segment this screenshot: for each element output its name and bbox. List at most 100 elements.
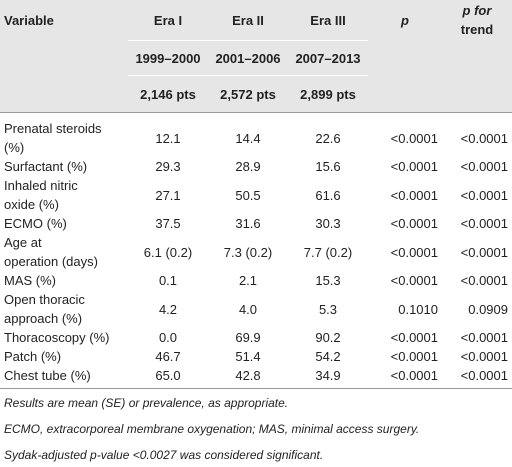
variable-line: Patch (%) (4, 349, 62, 364)
value-cell: 42.8 (208, 366, 288, 389)
table-row: MAS (%) 0.1 2.1 15.3 <0.0001 <0.0001 (0, 271, 512, 290)
variable-cell: Surfactant (%) (0, 157, 128, 176)
table-header: Variable Era I Era II Era III p p for tre… (0, 0, 512, 113)
p-value-cell: <0.0001 (368, 112, 442, 157)
value-cell: 12.1 (128, 112, 208, 157)
p-value-cell: 0.1010 (398, 301, 438, 317)
p-value-cell: <0.0001 (460, 330, 508, 345)
value-cell: 65.0 (128, 366, 208, 389)
table-row: Chest tube (%) 65.0 42.8 34.9 <0.0001 <0.0001 (0, 366, 512, 389)
p-value-cell: <0.0001 (460, 273, 508, 288)
header-cell: Era II (208, 0, 288, 41)
header-cell: 2,899 pts (288, 75, 368, 113)
value-cell: 37.5 (155, 216, 181, 231)
value-cell: 61.6 (315, 187, 341, 203)
p-value-cell: <0.0001 (460, 187, 508, 203)
value-cell: 7.3 (0.2) (223, 244, 273, 260)
variable-line: Surfactant (%) (4, 159, 88, 174)
header-cell: p (368, 0, 442, 41)
table-row: Patch (%) 46.7 51.4 54.2 <0.0001 <0.0001 (0, 347, 512, 366)
variable-cell: Prenatal steroids (%) (0, 112, 128, 157)
p-value-cell: <0.0001 (390, 187, 438, 203)
value-cell: 6.1 (0.2) (143, 244, 193, 260)
variable-cell: Chest tube (%) (0, 366, 128, 389)
value-cell: 4.0 (238, 301, 258, 317)
p-value-cell: <0.0001 (390, 216, 438, 231)
value-cell: 50.5 (235, 187, 261, 203)
value-cell: 29.3 (155, 159, 181, 174)
header-line: trend (460, 22, 494, 38)
header-line: p for (462, 3, 492, 19)
value-cell: 54.2 (315, 349, 341, 364)
variable-line: Thoracoscopy (%) (4, 330, 110, 345)
value-cell: 34.9 (288, 366, 368, 389)
variable-line: Open thoracic (4, 292, 85, 307)
value-cell: 27.1 (155, 187, 181, 203)
value-cell: 5.3 (318, 301, 338, 317)
table-body: Prenatal steroids (%) 12.1 14.4 22.6 <0.0001… (0, 112, 512, 389)
value-cell: 4.2 (158, 301, 178, 317)
table-row: Open thoracic approach (%) 4.2 4.0 5.3 0.1010… (0, 290, 512, 328)
value-cell: 15.3 (315, 273, 341, 288)
header-cell: p for trend (442, 0, 512, 41)
value-cell: 7.7 (0.2) (303, 244, 353, 260)
table-row: Prenatal steroids (%) 12.1 14.4 22.6 <0.0001… (0, 112, 512, 157)
variable-cell: Open thoracic approach (%) (0, 290, 128, 328)
footnote: Sydak-adjusted p-value <0.0027 was consi… (4, 448, 324, 462)
header-cell: 1999–2000 (128, 40, 208, 76)
p-value-cell: <0.0001 (390, 330, 438, 345)
variable-line: ECMO (%) (4, 216, 67, 231)
header-cell: 2,146 pts (128, 75, 208, 113)
variable-line: MAS (%) (4, 273, 56, 288)
header-cell: 2007–2013 (288, 40, 368, 76)
value-cell: 46.7 (155, 349, 181, 364)
p-value-cell: <0.0001 (390, 244, 438, 260)
value-cell: 0.1 (158, 273, 178, 288)
value-cell: 51.4 (235, 349, 261, 364)
table-row: Age at operation (days) 6.1 (0.2) 7.3 (0.2)… (0, 233, 512, 271)
variable-cell: MAS (%) (0, 271, 128, 290)
variable-cell: ECMO (%) (0, 214, 128, 233)
table-row: Thoracoscopy (%) 0.0 69.9 90.2 <0.0001 <0.000… (0, 328, 512, 347)
value-cell: 22.6 (288, 112, 368, 157)
variable-cell: Inhaled nitric oxide (%) (0, 176, 128, 214)
p-value-cell: <0.0001 (390, 159, 438, 174)
p-value-cell: <0.0001 (390, 273, 438, 288)
p-value-cell: <0.0001 (460, 216, 508, 231)
header-cell: 2001–2006 (208, 40, 288, 76)
variable-line: approach (%) (4, 311, 83, 326)
value-cell: 15.6 (315, 159, 341, 174)
value-cell: 90.2 (315, 330, 341, 345)
variable-line: Inhaled nitric (4, 178, 78, 193)
header-cell: 2,572 pts (208, 75, 288, 113)
value-cell: 2.1 (238, 273, 258, 288)
p-value-cell: <0.0001 (390, 349, 438, 364)
value-cell: 14.4 (208, 112, 288, 157)
variable-line: Chest tube (%) (4, 368, 91, 383)
variable-cell: Age at operation (days) (0, 233, 128, 271)
value-cell: 31.6 (235, 216, 261, 231)
footnotes: Results are mean (SE) or prevalence, as … (0, 392, 512, 467)
variable-line: oxide (%) (4, 197, 59, 212)
p-value-cell: 0.0909 (468, 301, 508, 317)
footnote: Results are mean (SE) or prevalence, as … (4, 396, 289, 410)
table-row: ECMO (%) 37.5 31.6 30.3 <0.0001 <0.0001 (0, 214, 512, 233)
p-value-cell: <0.0001 (368, 366, 442, 389)
table-row: Inhaled nitric oxide (%) 27.1 50.5 61.6 <0.00… (0, 176, 512, 214)
data-table: Variable Era I Era II Era III p p for tre… (0, 0, 512, 389)
header-cell: Variable (0, 0, 128, 41)
variable-cell: Thoracoscopy (%) (0, 328, 128, 347)
variable-line: Prenatal steroids (%) (4, 121, 102, 155)
header-cell: Era I (128, 0, 208, 41)
p-value-cell: <0.0001 (460, 349, 508, 364)
value-cell: 69.9 (235, 330, 261, 345)
footnote: ECMO, extracorporeal membrane oxygenatio… (4, 422, 420, 436)
value-cell: 0.0 (158, 330, 178, 345)
header-cell: Era III (288, 0, 368, 41)
p-value-cell: <0.0001 (460, 244, 508, 260)
p-value-cell: <0.0001 (442, 366, 512, 389)
variable-cell: Patch (%) (0, 347, 128, 366)
variable-line: Age at (4, 235, 42, 250)
p-value-cell: <0.0001 (442, 112, 512, 157)
